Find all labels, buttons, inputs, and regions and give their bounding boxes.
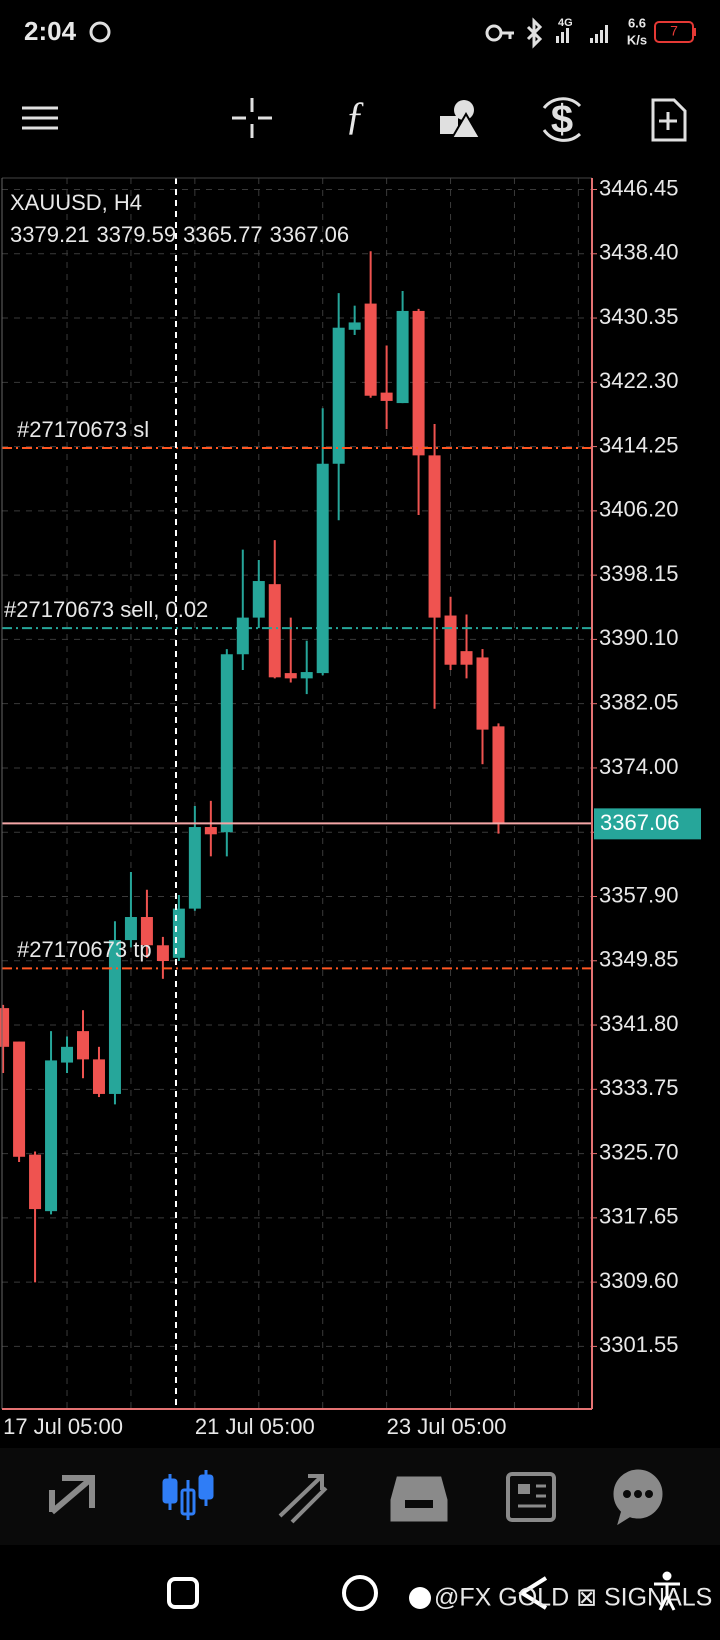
y-tick-label: 3333.75 (599, 1075, 679, 1100)
candle-body (188, 827, 201, 909)
candle-body (77, 1031, 89, 1060)
candle-body (460, 651, 473, 665)
candle-body (492, 726, 505, 824)
trade-level-label: #27170673 tp (17, 937, 152, 962)
candle-body (428, 455, 441, 618)
quotes-tab[interactable] (49, 1475, 95, 1515)
battery-tip (693, 28, 696, 36)
ohlc-readout: 3379.21 3379.59 3365.77 3367.06 (10, 222, 349, 247)
y-tick-label: 3438.40 (599, 240, 679, 265)
chart-tab[interactable] (162, 1470, 214, 1520)
ohlc-low: 3365.77 (183, 222, 263, 247)
recents-button[interactable] (167, 1577, 199, 1609)
y-tick-label: 3398.15 (599, 561, 679, 586)
new-order-button[interactable] (651, 98, 687, 142)
signal-icon (556, 25, 608, 43)
y-tick-label: 3406.20 (599, 497, 679, 522)
candle-body (61, 1046, 74, 1063)
indicators-button[interactable]: ƒ (345, 93, 365, 138)
objects-button[interactable] (440, 100, 482, 139)
candle-body (300, 672, 313, 679)
y-tick-label: 3422.30 (599, 368, 679, 393)
bottom-nav (0, 1448, 720, 1545)
candle-body (172, 908, 185, 958)
y-tick-label: 3317.65 (599, 1204, 679, 1229)
candle-body (284, 673, 297, 679)
ohlc-open: 3379.21 (10, 222, 90, 247)
y-tick-label: 3325.70 (599, 1139, 679, 1164)
chat-tab[interactable] (613, 1469, 663, 1526)
history-tab[interactable] (390, 1476, 448, 1522)
y-tick-label: 3390.10 (599, 625, 679, 650)
candle-body (220, 654, 233, 833)
x-tick-label: 17 Jul 05:00 (3, 1414, 123, 1439)
candle-body (140, 917, 153, 946)
trade-level-label: #27170673 sell, 0.02 (4, 597, 208, 622)
trade-tab[interactable] (278, 1474, 328, 1524)
current-price-box (594, 808, 701, 840)
net-speed: 6.6 (628, 15, 646, 30)
back-button[interactable] (518, 1576, 548, 1610)
menu-button[interactable] (22, 106, 58, 130)
watermark: @FX GOLD ⊠ SIGNALS (434, 1584, 712, 1612)
y-tick-label: 3301.55 (599, 1332, 679, 1357)
y-tick-label: 3309.60 (599, 1268, 679, 1293)
ohlc-close: 3367.06 (270, 222, 350, 247)
news-tab[interactable] (506, 1472, 556, 1522)
battery-level: 7 (670, 23, 678, 39)
trade-level-label: #27170673 sl (17, 417, 149, 442)
candle-body (396, 310, 409, 404)
x-tick-label: 21 Jul 05:00 (195, 1414, 315, 1439)
clock: 2:04 (24, 16, 77, 46)
candle-body (156, 945, 169, 962)
y-tick-label: 3374.00 (599, 754, 679, 779)
net-unit: K/s (627, 32, 647, 47)
key-icon (500, 31, 514, 39)
current-price-label: 3367.06 (600, 810, 680, 835)
status-icon (89, 21, 111, 43)
y-tick-label: 3357.90 (599, 882, 679, 907)
candle-body (0, 1008, 10, 1047)
y-tick-label: 3430.35 (599, 304, 679, 329)
accessibility-icon (654, 1571, 680, 1611)
chart: 3446.45 3438.40 3430.35 3422.30 3414.25 3406.… (0, 175, 701, 1439)
candle-body (252, 581, 265, 618)
candle-body (45, 1060, 58, 1212)
y-tick-label: 3382.05 (599, 689, 679, 714)
candle-body (444, 615, 457, 665)
ohlc-high: 3379.59 (97, 222, 177, 247)
candle-body (364, 303, 377, 396)
candle-body (124, 917, 137, 941)
x-tick-label: 23 Jul 05:00 (387, 1414, 507, 1439)
candle-body (332, 327, 345, 464)
y-tick-label: 3341.80 (599, 1011, 679, 1036)
trade-arrows (542, 97, 582, 142)
candle-body (348, 322, 361, 330)
candle-body (412, 310, 425, 456)
network-type: 4G (558, 17, 573, 29)
y-tick-label: 3349.85 (599, 947, 679, 972)
bluetooth-icon (526, 17, 543, 49)
candle-body (268, 584, 281, 678)
facebook-icon (409, 1587, 431, 1609)
crosshair-button[interactable] (232, 98, 272, 138)
candle-body (236, 617, 249, 655)
candle-body (13, 1041, 26, 1157)
candle-body (380, 392, 393, 401)
candle-body (316, 463, 329, 674)
candle-body (204, 827, 217, 835)
candle-body (108, 940, 121, 1094)
y-tick-label: 3446.45 (599, 175, 679, 200)
trade-button[interactable]: $ (551, 98, 573, 142)
symbol-title: XAUUSD, H4 (10, 190, 142, 215)
home-button[interactable] (342, 1575, 378, 1611)
candle-body (476, 657, 489, 730)
y-tick-label: 3414.25 (599, 432, 679, 457)
candle-body (92, 1059, 105, 1094)
candle-body (29, 1154, 42, 1210)
